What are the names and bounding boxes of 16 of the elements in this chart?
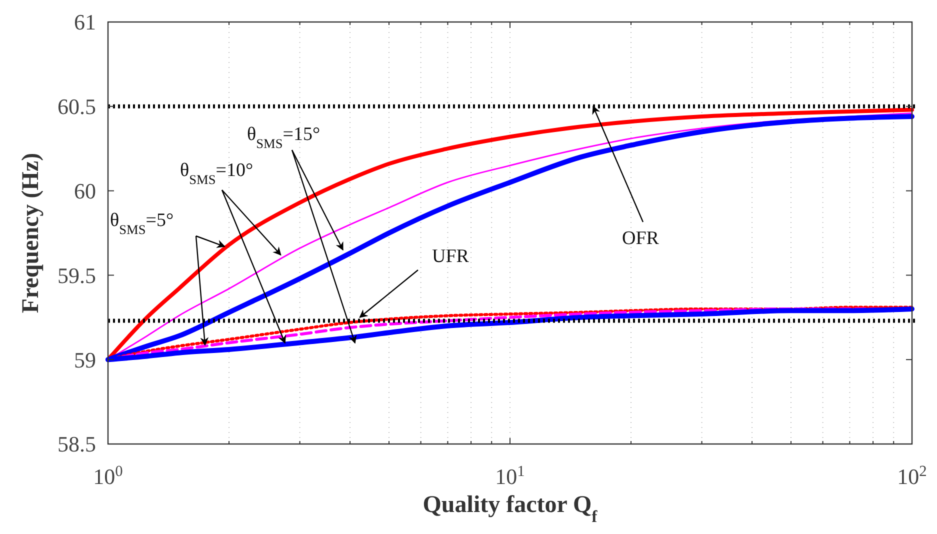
annotation: θ$_{SMS}$=15° [247,124,320,150]
y-tick-label: 59.5 [58,262,96,288]
y-tick-label: 59 [74,347,96,372]
annotation: θ$_{SMS}$=5° [110,210,174,236]
x-tick-label: 10$^{2}$ [897,462,927,489]
x-tick-label: 10$^{0}$ [93,462,124,489]
x-tick-label: 10$^{1}$ [495,462,525,489]
y-tick-label: 60 [74,178,96,204]
y-tick-label: 61 [74,10,96,35]
y-axis-title: Frequency (Hz) [18,152,44,314]
y-tick-label: 58.5 [58,432,96,457]
annotation: θ$_{SMS}$=10° [180,160,254,186]
x-axis-title: Quality factor Q$_{f}$ [422,492,598,526]
annotation: OFR [622,228,660,249]
y-tick-label: 60.5 [58,94,96,120]
annotation: UFR [432,246,470,267]
